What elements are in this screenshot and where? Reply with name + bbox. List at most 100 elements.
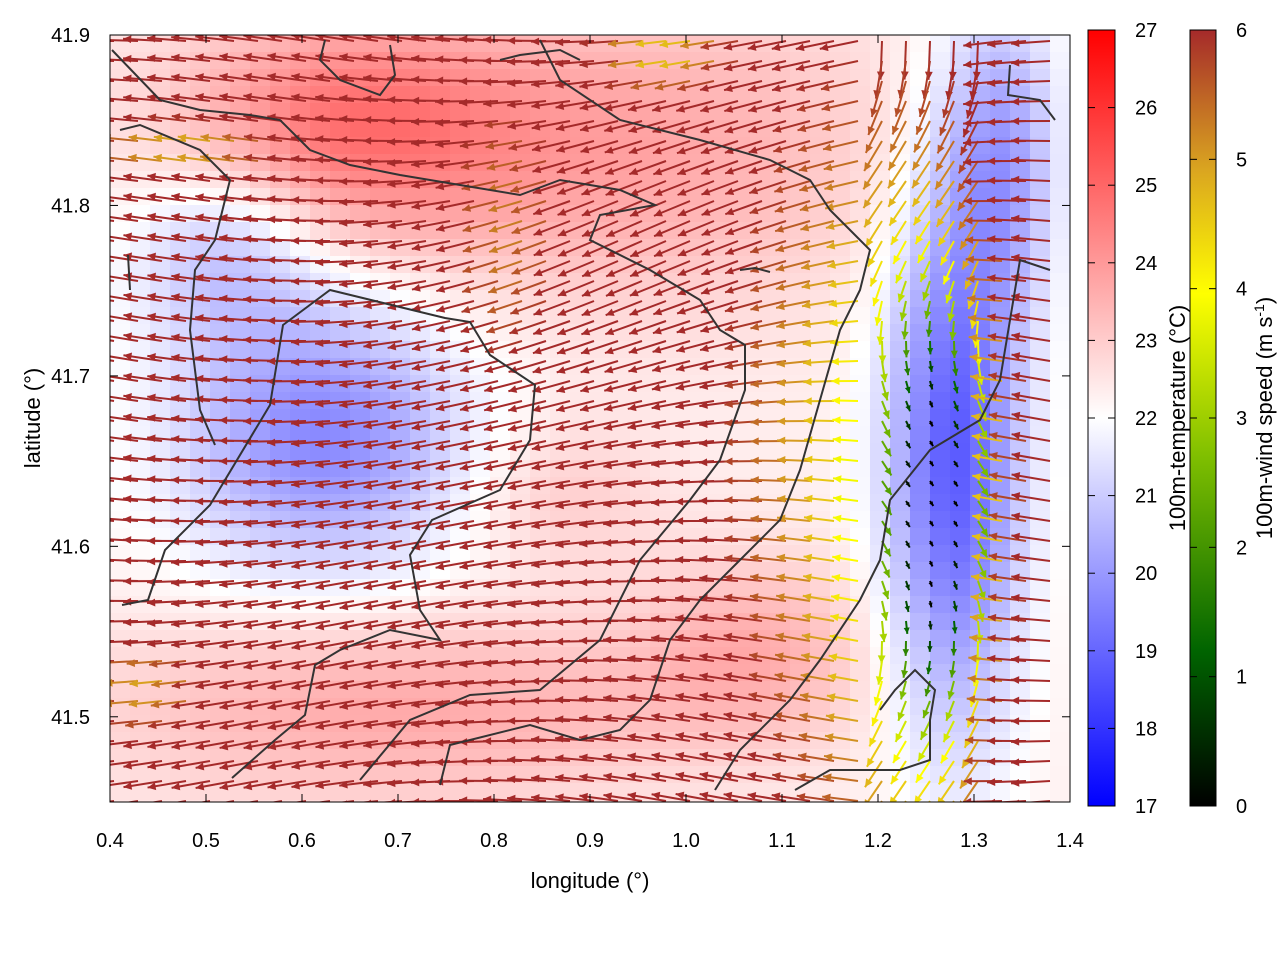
temperature-cell: [530, 664, 551, 682]
temperature-cell: [1050, 545, 1071, 563]
temperature-cell: [170, 562, 191, 580]
temperature-cell: [770, 409, 791, 427]
temperature-cell: [110, 528, 131, 546]
temperature-cell: [970, 239, 991, 257]
wind-vector-head: [102, 154, 111, 162]
temperature-cell: [370, 324, 391, 342]
temperature-cell: [210, 375, 231, 393]
wind-vector-head: [75, 412, 84, 420]
temperature-cell: [310, 800, 331, 818]
temperature-cell: [1050, 375, 1071, 393]
temperature-cell: [370, 205, 391, 223]
temperature-cell: [490, 664, 511, 682]
wind-vector-head: [100, 352, 109, 360]
temperature-cell: [1050, 120, 1071, 138]
temperature-cell: [1030, 120, 1051, 138]
temperature-cell: [810, 579, 831, 597]
temperature-cell: [930, 69, 951, 87]
temperature-cell: [230, 511, 251, 529]
wind-vector-head: [99, 193, 108, 201]
temperature-cell: [910, 52, 931, 70]
temperature-cell: [230, 800, 251, 818]
temperature-cell: [450, 749, 471, 767]
temperature-cell: [130, 494, 151, 512]
temperature-cell: [670, 477, 691, 495]
wind-vector: [76, 701, 114, 703]
temperature-cell: [490, 545, 511, 563]
temperature-cell: [650, 477, 671, 495]
temperature-cell: [330, 120, 351, 138]
temperature-cell: [530, 35, 551, 53]
temperature-cell: [570, 562, 591, 580]
temperature-cell: [370, 171, 391, 189]
wind-vector-head: [75, 233, 84, 241]
temperature-cell: [1050, 664, 1071, 682]
wind-vector-head: [75, 272, 84, 280]
temperature-cell: [570, 630, 591, 648]
wind-vector-head: [75, 494, 83, 502]
temperature-cell: [430, 69, 451, 87]
temperature-cell: [650, 613, 671, 631]
temperature-cell: [410, 103, 431, 121]
wind-vector: [75, 661, 114, 662]
wind-vector: [75, 60, 114, 61]
temperature-cell: [570, 596, 591, 614]
wind-vector: [75, 517, 114, 521]
temperature-cell: [570, 103, 591, 121]
wind-vector: [76, 295, 114, 301]
temperature-cell: [850, 460, 871, 478]
temperature-cell: [1050, 409, 1071, 427]
temperature-cell: [910, 341, 931, 359]
temperature-cell: [130, 239, 151, 257]
temperature-cell: [630, 800, 651, 818]
wind-vector-head: [99, 515, 107, 523]
temperature-cell: [490, 749, 511, 767]
temperature-cell: [250, 477, 271, 495]
temperature-cell: [690, 800, 711, 818]
temperature-cell: [870, 630, 891, 648]
wind-vector-head: [76, 699, 84, 707]
temperature-cell: [1030, 749, 1051, 767]
wind-vector-head: [75, 658, 83, 666]
temperature-cell: [750, 460, 771, 478]
wind-vector-head: [99, 597, 107, 605]
temperature-cell: [1050, 562, 1071, 580]
temperature-cell: [910, 35, 931, 53]
temperature-cell: [250, 239, 271, 257]
temperature-cell: [150, 664, 171, 682]
temperature-cell: [170, 664, 191, 682]
temperature-cell: [830, 375, 851, 393]
temperature-cell: [250, 375, 271, 393]
temperature-cell: [1050, 52, 1071, 70]
temperature-cell: [950, 545, 971, 563]
temperature-cell: [170, 494, 191, 512]
temperature-cell: [950, 443, 971, 461]
temperature-cell: [930, 307, 951, 325]
temperature-cell: [290, 324, 311, 342]
temperature-cell: [210, 511, 231, 529]
temperature-cell: [1050, 477, 1071, 495]
temperature-cell: [530, 800, 551, 818]
temperature-cell: [890, 341, 911, 359]
temperature-cell: [910, 596, 931, 614]
temperature-cell: [470, 664, 491, 682]
temperature-cell: [1010, 154, 1031, 172]
temperature-cell: [1050, 783, 1071, 801]
temperature-cell: [250, 188, 271, 206]
temperature-cell: [930, 375, 951, 393]
temperature-cell: [290, 375, 311, 393]
temperature-cell: [250, 800, 271, 818]
temperature-cell: [810, 324, 831, 342]
temperature-cell: [930, 460, 951, 478]
temperature-cell: [1010, 647, 1031, 665]
temperature-cell: [990, 800, 1011, 818]
temperature-cell: [170, 120, 191, 138]
temperature-cell: [970, 545, 991, 563]
temperature-cell: [1010, 120, 1031, 138]
temperature-cell: [910, 511, 931, 529]
temperature-cell: [1010, 188, 1031, 206]
temperature-cell: [850, 69, 871, 87]
temperature-cell: [950, 511, 971, 529]
wind-vector-head: [76, 154, 84, 162]
